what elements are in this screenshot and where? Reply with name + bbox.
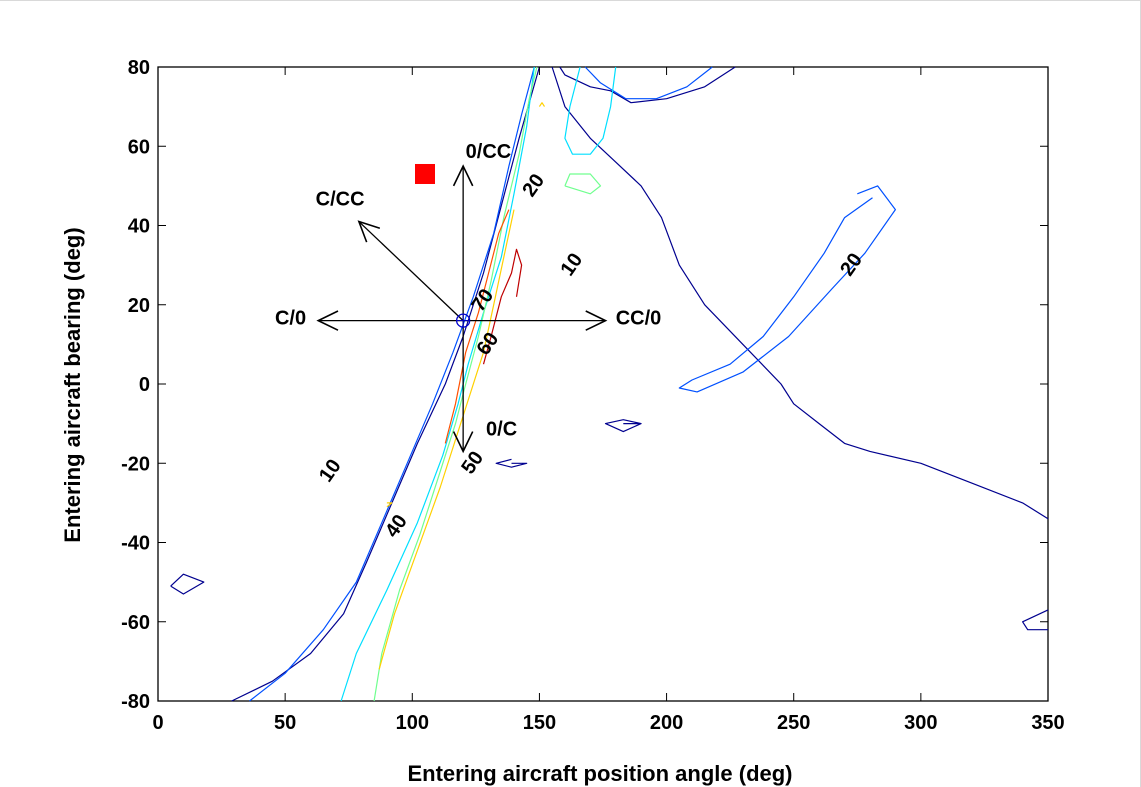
red-square-marker: [415, 163, 435, 184]
contour-line-20: [249, 66, 535, 702]
arrow-label: CC/0: [616, 308, 662, 330]
y-tick-label: -20: [121, 453, 150, 475]
arrow-line: [358, 221, 464, 322]
direction-arrows: 0/CC C/CC C/0 CC/0 0/C: [275, 141, 662, 454]
x-tick-label: 100: [396, 712, 429, 734]
arrow-head: [585, 310, 608, 331]
contour-line-10: [495, 458, 528, 468]
contour-line-70: [482, 248, 523, 365]
arrow-head: [452, 431, 474, 454]
arrow-label: C/CC: [316, 189, 365, 211]
y-tick-label: -60: [121, 612, 150, 634]
y-tick-label: 0: [139, 374, 150, 396]
contour-line-50: [378, 209, 515, 670]
y-tick-label: 60: [128, 136, 150, 158]
contour-line-40: [564, 173, 602, 195]
x-axis-label: Entering aircraft position angle (deg): [407, 761, 792, 786]
arrow-head: [452, 164, 474, 187]
plot-area: [157, 66, 1049, 702]
y-tick-label: 40: [128, 216, 150, 238]
x-tick-label: 200: [650, 712, 683, 734]
arrow-head: [357, 220, 381, 243]
arrow-label: 0/CC: [466, 141, 512, 163]
x-tick-label: 300: [904, 712, 937, 734]
axis-ticks: 0 50 100 150 200 250 300 350 -80 -60 -40 -20 0 20 40 60…: [121, 57, 1065, 734]
contour-line-50: [386, 502, 393, 508]
contour-line-10: [231, 66, 540, 702]
contour-line-10: [551, 66, 1049, 520]
x-tick-label: 350: [1031, 712, 1064, 734]
y-tick-label: -40: [121, 533, 150, 555]
contour-line-60: [444, 209, 510, 444]
contour-line-30: [564, 66, 617, 155]
arrow-label: 0/C: [486, 419, 517, 441]
plot-box: [157, 66, 1049, 702]
y-tick-label: -80: [121, 691, 150, 713]
arrow-label: C/0: [275, 308, 306, 330]
contour-line-40: [373, 66, 538, 702]
contour-line-50: [538, 102, 546, 107]
contour-line-10: [1021, 609, 1049, 631]
x-tick-label: 150: [523, 712, 556, 734]
contour-line-20: [584, 66, 713, 100]
x-tick-label: 0: [152, 712, 163, 734]
x-tick-label: 250: [777, 712, 810, 734]
x-tick-label: 50: [274, 712, 296, 734]
contour-line-20: [678, 185, 897, 393]
y-tick-label: 80: [128, 57, 150, 79]
y-tick-label: 20: [128, 295, 150, 317]
y-axis-label: Entering aircraft bearing (deg): [60, 227, 85, 542]
contour-line-10: [170, 573, 205, 595]
contour-line-10: [559, 66, 736, 104]
arrow-head: [316, 310, 339, 331]
contour-line-10: [604, 419, 642, 433]
